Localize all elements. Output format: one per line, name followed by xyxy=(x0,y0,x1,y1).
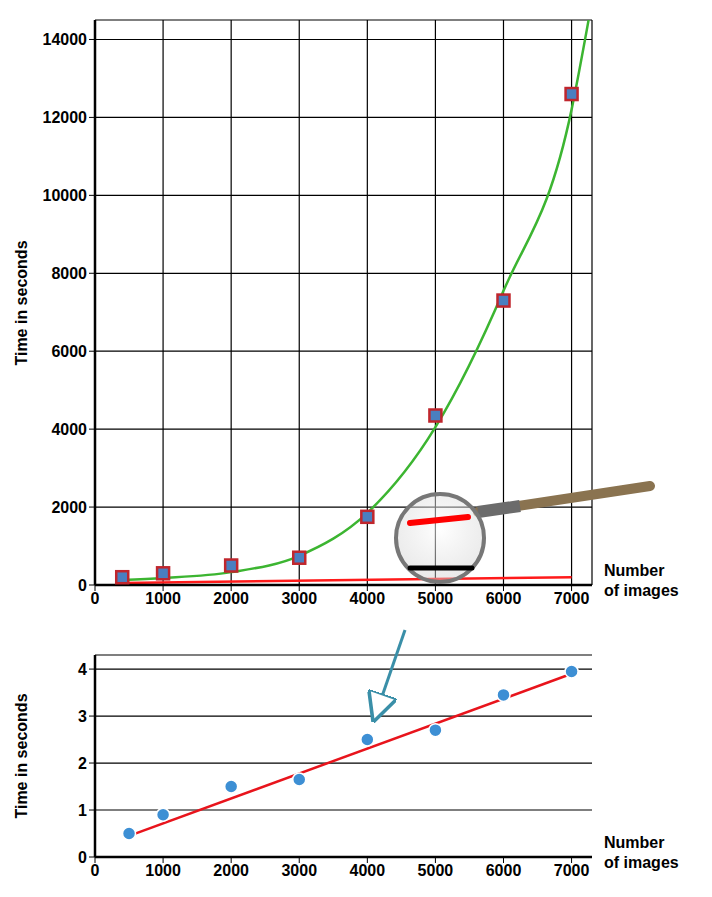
svg-text:10000: 10000 xyxy=(43,187,88,204)
svg-text:2: 2 xyxy=(78,755,87,772)
svg-text:8000: 8000 xyxy=(51,265,87,282)
svg-text:3000: 3000 xyxy=(281,862,317,879)
svg-text:4000: 4000 xyxy=(350,862,386,879)
svg-text:14000: 14000 xyxy=(43,31,88,48)
svg-text:1000: 1000 xyxy=(145,590,181,607)
svg-text:6000: 6000 xyxy=(486,590,522,607)
html-text:Time in seconds: Time in seconds xyxy=(13,693,30,819)
svg-text:12000: 12000 xyxy=(43,109,88,126)
html-text:Time in seconds: Time in seconds xyxy=(13,240,30,365)
svg-text:4000: 4000 xyxy=(350,590,386,607)
svg-text:5000: 5000 xyxy=(418,862,454,879)
svg-text:3000: 3000 xyxy=(281,590,317,607)
svg-text:5000: 5000 xyxy=(418,590,454,607)
html-text:Number: Number xyxy=(604,562,665,579)
svg-text:7000: 7000 xyxy=(554,862,590,879)
svg-text:3: 3 xyxy=(78,708,87,725)
svg-text:2000: 2000 xyxy=(213,862,249,879)
svg-text:2000: 2000 xyxy=(51,499,87,516)
html-text:of images: of images xyxy=(604,854,679,871)
svg-text:0: 0 xyxy=(78,849,87,866)
svg-text:7000: 7000 xyxy=(554,590,590,607)
svg-text:6000: 6000 xyxy=(486,862,522,879)
svg-text:6000: 6000 xyxy=(51,343,87,360)
html-text:Number: Number xyxy=(604,834,665,851)
svg-text:4000: 4000 xyxy=(51,421,87,438)
html-text:of images: of images xyxy=(604,582,679,599)
svg-text:0: 0 xyxy=(78,577,87,594)
svg-text:1: 1 xyxy=(78,802,87,819)
svg-text:1000: 1000 xyxy=(145,862,181,879)
svg-text:0: 0 xyxy=(91,862,100,879)
svg-text:0: 0 xyxy=(91,590,100,607)
svg-text:2000: 2000 xyxy=(213,590,249,607)
svg-text:4: 4 xyxy=(78,661,87,678)
